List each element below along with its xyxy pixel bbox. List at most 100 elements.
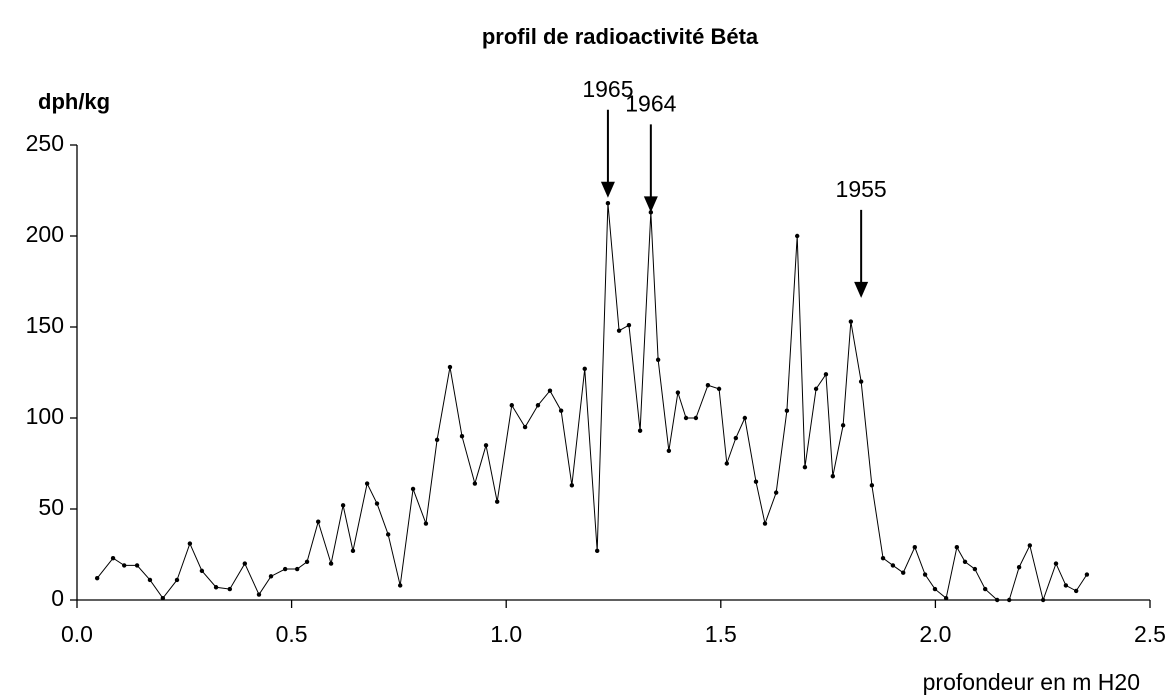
y-tick-label: 100 <box>26 403 64 429</box>
x-tick-label: 0.5 <box>276 621 308 647</box>
marker <box>282 566 288 572</box>
x-tick-label: 2.0 <box>919 621 951 647</box>
marker <box>397 583 403 588</box>
marker <box>693 415 699 421</box>
marker <box>1027 543 1033 548</box>
annotation: 1965 <box>582 76 633 102</box>
marker <box>447 364 453 370</box>
marker <box>423 521 429 526</box>
marker <box>160 595 166 601</box>
marker <box>932 586 938 592</box>
marker <box>385 532 391 537</box>
marker <box>1063 583 1069 588</box>
y-tick-label: 50 <box>38 494 64 520</box>
marker <box>410 486 416 492</box>
marker <box>626 322 632 328</box>
marker <box>122 563 127 568</box>
marker <box>558 408 564 413</box>
marker <box>328 561 334 566</box>
marker <box>982 586 988 592</box>
marker <box>110 555 116 561</box>
marker <box>1084 572 1090 577</box>
marker <box>954 545 960 550</box>
marker <box>472 481 478 486</box>
marker <box>716 386 722 392</box>
marker <box>705 383 711 388</box>
marker <box>94 575 100 581</box>
marker <box>912 545 917 550</box>
y-tick-label: 0 <box>51 585 64 611</box>
marker <box>522 424 528 430</box>
marker <box>174 577 180 583</box>
marker <box>869 483 875 488</box>
marker <box>742 415 748 421</box>
marker <box>242 561 248 566</box>
marker <box>494 499 500 504</box>
marker <box>187 541 193 546</box>
marker <box>972 566 978 572</box>
marker <box>364 481 370 486</box>
marker <box>459 434 465 439</box>
marker <box>316 519 321 524</box>
marker <box>724 461 730 466</box>
annotation-arrowhead <box>600 181 615 198</box>
marker <box>616 328 622 333</box>
marker <box>762 521 768 526</box>
marker <box>134 563 140 568</box>
marker <box>268 574 274 579</box>
x-axis-label: profondeur en m H20 <box>923 669 1140 695</box>
x-tick-label: 1.5 <box>705 621 737 647</box>
marker <box>199 568 205 574</box>
marker <box>256 592 262 597</box>
marker <box>605 201 611 206</box>
marker <box>1040 597 1046 603</box>
marker <box>294 566 300 572</box>
marker <box>147 577 153 583</box>
marker <box>840 423 846 428</box>
marker <box>666 448 672 453</box>
marker <box>683 415 689 421</box>
annotation-arrowhead <box>854 281 869 298</box>
marker <box>655 357 661 362</box>
marker <box>1053 561 1059 566</box>
marker <box>901 570 906 575</box>
marker <box>858 379 864 384</box>
marker <box>1007 597 1012 603</box>
marker <box>962 559 968 564</box>
marker <box>802 464 808 470</box>
y-tick-label: 200 <box>26 221 64 247</box>
marker <box>340 503 346 508</box>
marker <box>350 548 356 554</box>
marker <box>1073 588 1079 594</box>
marker <box>794 233 800 239</box>
marker <box>594 548 600 554</box>
y-axis-label: dph/kg <box>38 89 110 114</box>
marker <box>582 366 587 372</box>
y-tick-label: 150 <box>26 312 64 338</box>
y-tick-label: 250 <box>26 130 64 156</box>
marker <box>1016 565 1022 570</box>
marker <box>922 572 928 577</box>
marker <box>637 428 643 433</box>
marker <box>823 372 829 377</box>
marker <box>773 490 779 495</box>
marker <box>880 555 886 561</box>
marker <box>943 595 949 601</box>
marker <box>753 479 759 484</box>
x-tick-label: 0.0 <box>61 621 93 647</box>
annotation: 1955 <box>836 176 887 202</box>
marker <box>848 319 854 324</box>
annotation: 1964 <box>625 90 676 116</box>
marker <box>434 437 440 443</box>
marker <box>675 390 681 395</box>
marker <box>535 403 541 408</box>
marker <box>213 585 219 590</box>
marker <box>483 443 489 448</box>
marker <box>374 501 380 506</box>
marker <box>569 483 575 488</box>
marker <box>995 597 1000 603</box>
chart-title: profil de radioactivité Béta <box>482 24 759 49</box>
marker <box>733 435 739 441</box>
marker <box>304 559 310 564</box>
annotation-arrowhead <box>643 196 658 213</box>
